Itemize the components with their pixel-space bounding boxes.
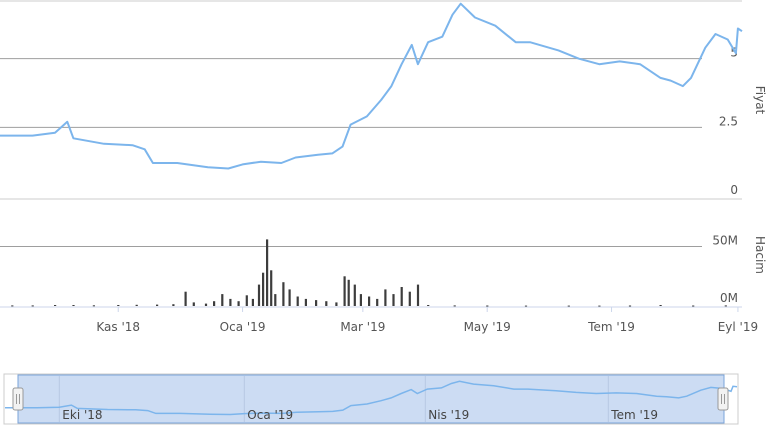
x-tick-label: May '19 [464,320,511,334]
volume-bar[interactable] [692,305,695,307]
price-pane: 02.55 Fiyat [0,0,767,197]
volume-bar[interactable] [172,304,175,306]
navigator-series-line [5,380,738,416]
volume-bar[interactable] [408,291,411,306]
volume-bar[interactable] [353,284,356,306]
volume-bar[interactable] [270,270,273,306]
volume-bar[interactable] [192,302,195,306]
volume-axis-title: Hacim [753,236,767,274]
volume-bar[interactable] [251,298,254,306]
volume-bar[interactable] [117,305,120,306]
navigator-left-handle[interactable] [12,387,24,411]
volume-bar[interactable] [486,305,489,307]
volume-bar[interactable] [229,298,232,306]
volume-bar[interactable] [262,272,265,306]
volume-bar[interactable] [72,305,75,306]
x-tick-label: Tem '19 [587,320,635,334]
x-axis-ticks: Kas '18 Oca '19 Mar '19 May '19 Tem '19 Eyl '… [96,307,758,334]
price-tick-label: 2.5 [719,114,738,128]
x-tick-label: Kas '18 [96,320,140,334]
volume-bar[interactable] [184,291,187,306]
volume-bar[interactable] [400,287,403,306]
volume-bar[interactable] [237,301,240,306]
volume-bar[interactable] [245,295,248,306]
volume-pane: 0M 50M Hacim [0,234,767,307]
volume-bar[interactable] [315,300,318,306]
volume-bar[interactable] [416,284,420,306]
price-series-line[interactable] [0,2,743,170]
volume-bar[interactable] [427,305,430,306]
volume-bar[interactable] [598,305,601,307]
volume-bars [11,239,727,307]
volume-bar[interactable] [335,302,338,306]
navigator-tick-label: Eki '18 [62,408,102,422]
volume-bar[interactable] [392,294,395,306]
volume-bar[interactable] [724,305,727,307]
volume-bar[interactable] [659,305,662,306]
volume-tick-label: 50M [712,234,738,248]
volume-bar[interactable] [359,294,362,306]
volume-bar[interactable] [628,305,632,307]
volume-bar[interactable] [266,239,269,306]
volume-bar[interactable] [221,294,224,306]
volume-bar[interactable] [376,298,379,306]
volume-bar[interactable] [384,289,387,306]
x-tick-label: Eyl '19 [718,320,758,334]
volume-bar[interactable] [257,284,261,306]
x-tick-label: Oca '19 [220,320,266,334]
x-axis: Kas '18 Oca '19 Mar '19 May '19 Tem '19 Eyl '… [0,306,758,334]
price-gridlines [0,58,702,128]
volume-bar[interactable] [204,303,208,306]
price-axis-ticks: 02.55 [719,46,738,197]
navigator-ticks: Eki '18 Oca '19 Nis '19 Tem '19 [62,408,658,422]
volume-tick-label: 0M [720,291,738,305]
volume-bar[interactable] [347,279,350,306]
navigator-right-handle[interactable] [717,387,729,411]
volume-bar[interactable] [325,301,328,306]
navigator-selected-range[interactable] [17,374,725,424]
volume-bar[interactable] [296,296,299,307]
volume-bar[interactable] [304,298,307,306]
price-axis-title: Fiyat [753,86,767,115]
navigator-tick-label: Tem '19 [610,408,658,422]
volume-bar[interactable] [343,276,346,306]
price-tick-label: 0 [730,183,738,197]
volume-bar[interactable] [213,301,216,306]
volume-bar[interactable] [368,296,371,307]
volume-bar[interactable] [567,305,570,307]
navigator-tick-label: Oca '19 [247,408,293,422]
volume-bar[interactable] [31,305,34,307]
navigator[interactable]: Eki '18 Oca '19 Nis '19 Tem '19 [3,373,739,425]
navigator-tick-label: Nis '19 [428,408,469,422]
price-tick-label: 5 [730,46,738,60]
volume-bar[interactable] [274,294,277,306]
volume-bar[interactable] [156,304,159,306]
volume-bar[interactable] [54,305,57,306]
volume-bar[interactable] [288,289,291,306]
volume-bar[interactable] [282,282,285,306]
volume-bar[interactable] [11,305,14,307]
volume-bar[interactable] [453,305,456,307]
x-tick-label: Mar '19 [340,320,385,334]
volume-bar[interactable] [92,305,95,307]
volume-bar[interactable] [524,305,528,307]
volume-bar[interactable] [135,304,138,306]
volume-axis-ticks: 0M 50M [712,234,738,305]
